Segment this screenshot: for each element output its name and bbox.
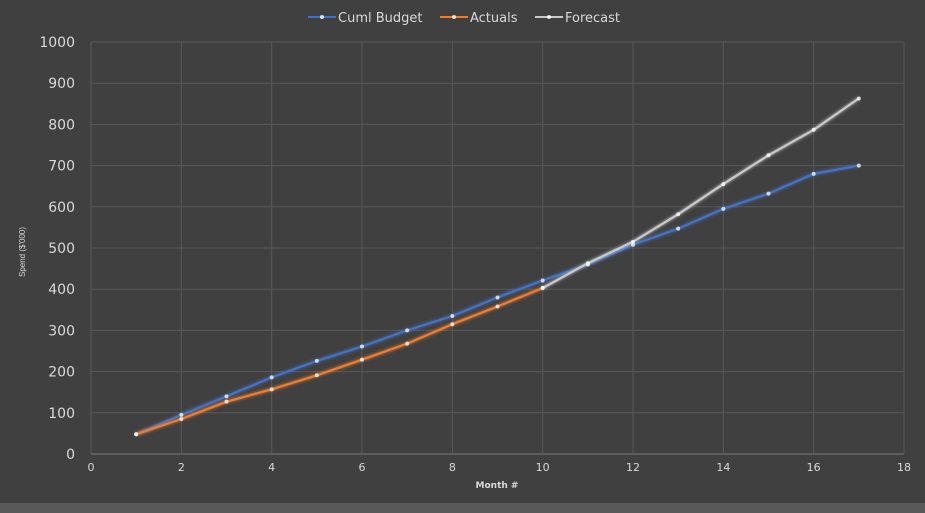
data-point-actuals xyxy=(495,304,500,309)
data-point-cuml-budget xyxy=(405,328,410,333)
x-axis-label: Month # xyxy=(476,481,519,491)
legend-label-actuals: Actuals xyxy=(470,11,518,26)
y-tick-label: 800 xyxy=(48,117,75,133)
y-tick-label: 600 xyxy=(48,200,75,216)
gridlines xyxy=(90,41,905,455)
x-tick-label: 12 xyxy=(626,461,640,474)
legend-label-forecast: Forecast xyxy=(565,11,620,26)
data-point-actuals xyxy=(269,387,274,392)
data-point-forecast xyxy=(631,239,635,244)
data-point-actuals xyxy=(134,432,139,437)
data-point-forecast xyxy=(585,261,590,266)
data-point-forecast xyxy=(676,212,681,217)
y-tick-label: 300 xyxy=(48,323,75,339)
x-tick-labels: 0 2 4 6 8 10 12 14 16 18 xyxy=(88,461,912,474)
x-tick-label: 4 xyxy=(268,461,275,474)
x-tick-label: 0 xyxy=(88,461,95,474)
y-tick-label: 500 xyxy=(48,241,75,257)
y-tick-label: 0 xyxy=(66,447,75,463)
data-point-cuml-budget xyxy=(450,313,455,318)
x-tick-label: 10 xyxy=(536,461,550,474)
y-tick-label: 700 xyxy=(48,159,75,175)
data-point-cuml-budget xyxy=(224,394,229,399)
y-axis-label: Spend ($'000) xyxy=(18,227,27,277)
data-point-cuml-budget xyxy=(631,242,635,247)
data-point-actuals xyxy=(224,399,229,404)
data-point-forecast xyxy=(856,96,861,101)
y-tick-label: 1000 xyxy=(39,35,75,51)
legend-marker-actuals xyxy=(452,15,456,19)
x-tick-label: 6 xyxy=(359,461,366,474)
bottom-strip xyxy=(0,503,925,513)
data-point-cuml-budget xyxy=(766,191,771,196)
y-tick-labels: 0 100 200 300 400 500 600 700 800 900 1000 xyxy=(39,35,75,463)
data-point-cuml-budget xyxy=(721,206,726,211)
data-point-cuml-budget xyxy=(360,344,364,349)
data-point-actuals xyxy=(405,341,410,346)
data-point-cuml-budget xyxy=(314,358,319,363)
legend: Cuml Budget Actuals Forecast xyxy=(308,11,620,26)
data-point-forecast xyxy=(811,127,816,132)
data-point-actuals xyxy=(360,357,364,362)
y-tick-label: 200 xyxy=(48,365,75,381)
y-tick-label: 900 xyxy=(48,76,75,92)
data-point-cuml-budget xyxy=(811,171,816,176)
data-point-forecast xyxy=(721,182,726,187)
data-point-forecast xyxy=(540,285,545,290)
data-point-actuals xyxy=(179,416,184,421)
legend-marker-cuml-budget xyxy=(320,15,324,19)
x-tick-label: 18 xyxy=(897,461,911,474)
data-point-actuals xyxy=(314,373,319,378)
data-point-cuml-budget xyxy=(540,278,545,283)
series-line-forecast xyxy=(542,97,860,289)
x-tick-label: 8 xyxy=(449,461,456,474)
data-point-cuml-budget xyxy=(856,163,861,168)
x-tick-label: 14 xyxy=(716,461,730,474)
x-tick-label: 2 xyxy=(178,461,185,474)
y-tick-label: 100 xyxy=(48,406,75,422)
data-point-cuml-budget xyxy=(676,226,681,231)
series-line-actuals xyxy=(135,286,544,436)
x-tick-label: 16 xyxy=(807,461,821,474)
data-point-cuml-budget xyxy=(179,412,184,417)
data-point-forecast xyxy=(766,153,771,158)
data-point-cuml-budget xyxy=(269,375,274,380)
series-points xyxy=(134,96,861,437)
legend-marker-forecast xyxy=(547,15,551,19)
legend-label-cuml-budget: Cuml Budget xyxy=(338,11,422,26)
data-point-cuml-budget xyxy=(495,295,500,300)
data-point-actuals xyxy=(450,322,455,327)
y-tick-label: 400 xyxy=(48,282,75,298)
